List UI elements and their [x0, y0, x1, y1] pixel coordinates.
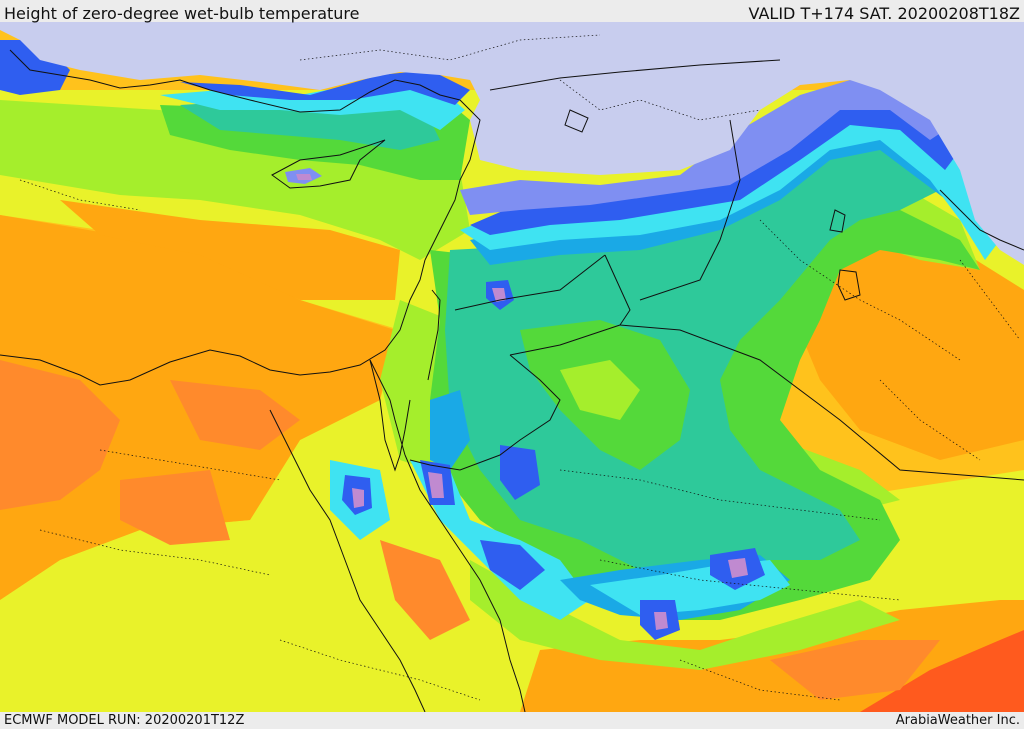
orange-iraq-iran: [795, 240, 1024, 460]
border-jordan-saudi: [509, 324, 621, 356]
border-saudi-jordan-2: [409, 354, 561, 471]
border-jordan: [454, 254, 606, 311]
dotted-egypt-2: [39, 529, 271, 576]
valid-time-label: VALID T+174 SAT. 20200208T18Z: [748, 4, 1020, 23]
cyan-hejaz: [410, 460, 590, 620]
periwinkle-north: [460, 80, 945, 215]
dotted-east-1: [879, 379, 981, 461]
red-southeast: [860, 630, 1024, 712]
border-egypt-sinai: [369, 359, 406, 456]
internal-boundaries: [19, 34, 1021, 701]
violet-sinai: [352, 488, 364, 508]
lime-north: [0, 100, 470, 260]
coastline-turkey: [9, 49, 461, 113]
coastline-red-sea-east: [404, 454, 526, 712]
violet-south-2: [654, 612, 668, 630]
lake-van: [829, 209, 846, 233]
dark-orange-southeast: [770, 640, 940, 700]
dead-sea: [427, 289, 441, 381]
dark-orange-egypt: [170, 380, 300, 450]
dotted-egypt-1: [99, 449, 281, 481]
coastline-levant: [424, 99, 481, 261]
dotted-north-1: [19, 179, 141, 211]
cyprus-violet: [296, 174, 312, 180]
violet-south: [728, 558, 748, 578]
lake-urmia: [837, 269, 861, 301]
header-bar: Height of zero-degree wet-bulb temperatu…: [0, 0, 1024, 23]
coastline-gulf: [939, 189, 1024, 251]
borders: [369, 59, 1024, 481]
border-turkey-syria: [489, 59, 781, 91]
dotted-gulf: [959, 259, 1021, 341]
below-freezing-zone: [0, 22, 1024, 265]
coastline-red-sea-west: [269, 409, 426, 712]
violet-syria: [492, 288, 506, 302]
blue-yemen-edge: [480, 540, 545, 590]
dotted-arabia-s: [679, 659, 841, 701]
dark-orange-red-sea-west: [120, 470, 230, 545]
dark-orange-red-sea-coast: [380, 540, 470, 640]
orange-north-africa: [60, 200, 400, 300]
sky-levant: [430, 390, 470, 470]
wet-bulb-zero-map: [0, 22, 1024, 712]
coastline-gulf-suez: [369, 359, 401, 472]
model-run-label: ECMWF MODEL RUN: 20200201T12Z: [4, 713, 245, 728]
coastline-north-africa: [0, 259, 426, 386]
dark-orange-west: [0, 360, 120, 510]
dotted-saudi-2: [599, 559, 901, 601]
coastline-aqaba: [399, 399, 411, 456]
border-iraq-iran: [639, 119, 741, 301]
dotted-turkey-1: [559, 79, 761, 121]
sinai-lake: [564, 109, 589, 133]
border-syria-iraq: [604, 254, 631, 326]
lime-inner: [560, 360, 640, 420]
dotted-iraq: [759, 219, 961, 361]
footer-bar: ECMWF MODEL RUN: 20200201T12Z ArabiaWeat…: [0, 712, 1024, 729]
border-syria-iraq-2: [619, 324, 1024, 481]
violet-hejaz: [428, 472, 444, 498]
credit-label: ArabiaWeather Inc.: [895, 713, 1020, 728]
dotted-south-1: [279, 639, 481, 701]
cyprus-outline: [271, 139, 386, 189]
map-title: Height of zero-degree wet-bulb temperatu…: [4, 4, 360, 23]
lime-arabia-south: [470, 560, 900, 670]
blue-med: [180, 70, 470, 105]
blue-hejaz-2: [500, 445, 540, 500]
